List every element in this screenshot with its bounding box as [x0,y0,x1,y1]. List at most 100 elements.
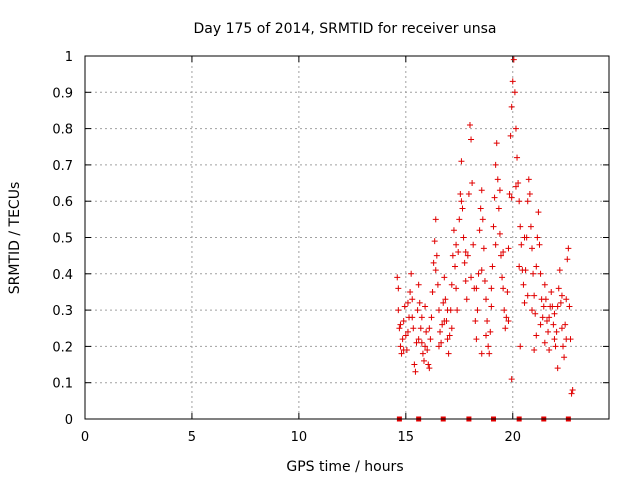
data-point [556,267,563,274]
data-point [461,259,468,266]
data-point [431,238,438,245]
data-point [432,267,439,274]
data-point [465,190,472,197]
data-point [454,307,461,314]
data-point [531,292,538,299]
data-point [485,343,492,350]
data-point [448,325,455,332]
data-point [545,328,552,335]
y-tick-label: 0.5 [52,232,73,247]
data-point [449,252,456,259]
data-point [472,317,479,324]
x-axis-label: GPS time / hours [286,459,403,475]
data-point [546,314,553,321]
x-tick-label: 0 [81,430,89,445]
data-point [532,310,539,317]
data-point [515,180,522,187]
data-point [398,350,405,357]
data-point [541,281,548,288]
data-point [453,285,460,292]
data-point [452,263,459,270]
data-point [475,270,482,277]
data-point [438,339,445,346]
data-point [497,252,504,259]
data-point [415,336,422,343]
data-point [460,234,467,241]
data-point [553,328,560,335]
data-point [564,256,571,263]
data-point [511,89,518,96]
data-point [483,332,490,339]
data-point [397,321,404,328]
data-point [508,194,515,201]
data-point [524,292,531,299]
data-point [455,249,462,256]
data-point [558,292,565,299]
data-point [558,325,565,332]
data-point [426,325,433,332]
data-point [533,263,540,270]
data-point [458,158,465,165]
data-points [394,56,576,422]
data-point [509,78,516,85]
data-point [516,198,523,205]
data-point [457,190,464,197]
data-point [517,343,524,350]
data-point [534,234,541,241]
data-point [462,249,469,256]
data-point [433,252,440,259]
data-point [437,328,444,335]
data-point [416,299,423,306]
data-point [478,187,485,194]
data-point [506,190,513,197]
data-point [401,303,408,310]
data-point [429,288,436,295]
data-point [490,223,497,230]
data-point [483,296,490,303]
data-point [468,274,475,281]
y-tick-label: 1 [65,50,73,65]
data-point [411,361,418,368]
data-point [448,281,455,288]
data-point [488,303,495,310]
data-point [442,296,449,303]
y-tick-label: 0.4 [52,268,73,283]
data-point [423,328,430,335]
data-point [425,361,432,368]
data-point [478,267,485,274]
data-point [430,259,437,266]
data-point [399,336,406,343]
data-point [424,347,431,354]
data-point [419,350,426,357]
data-point [489,263,496,270]
y-tick-label: 0.9 [52,86,73,101]
data-point [428,314,435,321]
data-point [512,125,519,132]
data-point [480,245,487,252]
data-point [441,274,448,281]
data-point [407,288,414,295]
axis-ticks [84,55,609,420]
data-point [561,354,568,361]
data-point [468,136,475,143]
data-point [409,314,416,321]
y-axis-label: SRMTID / TECUs [7,182,23,295]
data-point [531,347,538,354]
data-point [440,299,447,306]
data-point [554,303,561,310]
data-point [491,194,498,201]
data-point [446,332,453,339]
data-point [462,278,469,285]
data-point [470,241,477,248]
y-tick-label: 0.1 [52,377,73,392]
x-tick-label: 10 [291,430,308,445]
data-point [562,321,569,328]
data-point [400,317,407,324]
data-point [529,245,536,252]
data-point [404,328,411,335]
data-point [434,281,441,288]
data-point [464,252,471,259]
data-point [459,205,466,212]
data-point [466,121,473,128]
data-point [521,234,528,241]
